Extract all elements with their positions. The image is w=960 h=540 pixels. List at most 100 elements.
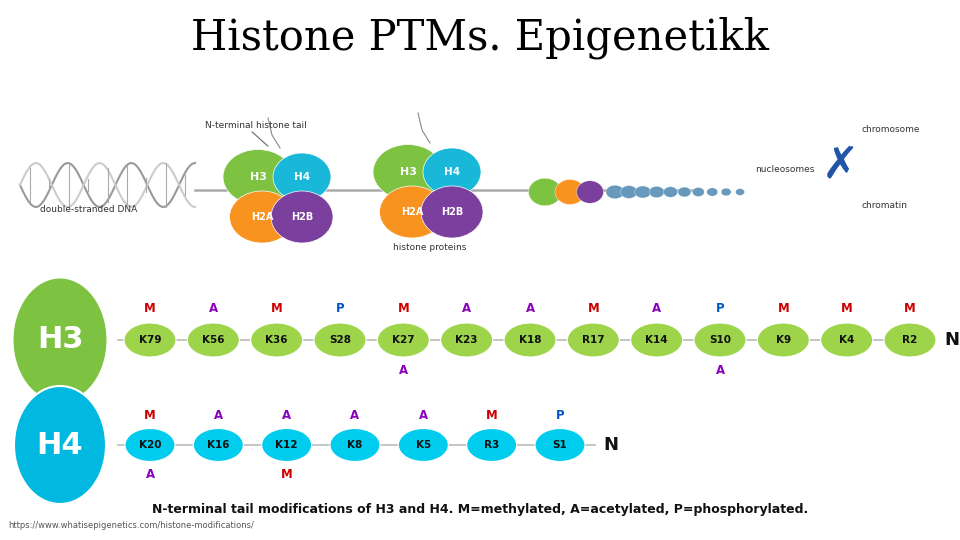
Ellipse shape (692, 187, 705, 197)
Text: A: A (208, 302, 218, 315)
Text: chromatin: chromatin (862, 200, 908, 210)
Ellipse shape (251, 323, 302, 357)
Text: K79: K79 (139, 335, 161, 345)
Text: N: N (603, 436, 618, 454)
Text: double-stranded DNA: double-stranded DNA (40, 206, 137, 214)
Text: R17: R17 (582, 335, 605, 345)
Ellipse shape (884, 323, 936, 357)
Text: A: A (145, 468, 155, 481)
Ellipse shape (273, 153, 331, 201)
Ellipse shape (620, 186, 637, 198)
Ellipse shape (631, 323, 683, 357)
Ellipse shape (262, 429, 312, 462)
Text: A: A (462, 302, 471, 315)
Ellipse shape (721, 188, 732, 195)
Text: M: M (271, 302, 282, 315)
Ellipse shape (567, 323, 619, 357)
Text: M: M (588, 302, 599, 315)
Text: K5: K5 (416, 440, 431, 450)
Text: H3: H3 (250, 172, 267, 182)
Text: M: M (486, 409, 497, 422)
Text: M: M (144, 409, 156, 422)
Ellipse shape (229, 191, 295, 243)
Text: R2: R2 (902, 335, 918, 345)
Ellipse shape (535, 429, 585, 462)
Ellipse shape (606, 185, 624, 199)
Text: N: N (944, 331, 959, 349)
Text: K14: K14 (645, 335, 668, 345)
Text: H4: H4 (294, 172, 310, 182)
Ellipse shape (421, 186, 483, 238)
Ellipse shape (125, 429, 175, 462)
Ellipse shape (379, 186, 444, 238)
Text: A: A (419, 409, 428, 422)
Text: H4: H4 (36, 430, 84, 460)
Ellipse shape (124, 323, 176, 357)
Ellipse shape (555, 179, 585, 205)
Ellipse shape (314, 323, 366, 357)
Text: H4: H4 (444, 167, 460, 177)
Text: H3: H3 (399, 167, 417, 177)
Ellipse shape (441, 323, 492, 357)
Text: H2A: H2A (251, 212, 274, 222)
Ellipse shape (694, 323, 746, 357)
Ellipse shape (223, 150, 293, 205)
Text: K56: K56 (203, 335, 225, 345)
Ellipse shape (635, 186, 651, 198)
Text: P: P (336, 302, 345, 315)
Ellipse shape (14, 386, 106, 504)
Text: N-terminal histone tail: N-terminal histone tail (205, 120, 307, 130)
Text: K4: K4 (839, 335, 854, 345)
Ellipse shape (377, 323, 429, 357)
Ellipse shape (577, 181, 604, 203)
Ellipse shape (187, 323, 239, 357)
Text: R3: R3 (484, 440, 499, 450)
Ellipse shape (757, 323, 809, 357)
Ellipse shape (678, 187, 691, 197)
Text: K18: K18 (518, 335, 541, 345)
Text: A: A (282, 409, 291, 422)
Text: M: M (778, 302, 789, 315)
Text: S10: S10 (709, 335, 731, 345)
Ellipse shape (330, 429, 380, 462)
Text: Histone PTMs. Epigenetikk: Histone PTMs. Epigenetikk (191, 17, 769, 59)
Text: H3: H3 (36, 326, 84, 354)
Text: histone proteins: histone proteins (394, 244, 467, 253)
Text: N-terminal tail modifications of H3 and H4. M=methylated, A=acetylated, P=phosph: N-terminal tail modifications of H3 and … (152, 503, 808, 516)
Text: M: M (904, 302, 916, 315)
Ellipse shape (529, 178, 562, 206)
Text: H2B: H2B (291, 212, 313, 222)
Text: K16: K16 (207, 440, 229, 450)
Ellipse shape (663, 187, 678, 197)
Text: K27: K27 (392, 335, 415, 345)
Text: https://www.whatisepigenetics.com/histone-modifications/: https://www.whatisepigenetics.com/histon… (8, 521, 253, 530)
Text: S1: S1 (553, 440, 567, 450)
Ellipse shape (467, 429, 516, 462)
Text: K23: K23 (455, 335, 478, 345)
Ellipse shape (707, 188, 718, 196)
Text: M: M (144, 302, 156, 315)
Ellipse shape (649, 186, 664, 198)
Text: K12: K12 (276, 440, 298, 450)
Text: ✗: ✗ (822, 144, 858, 186)
Text: K8: K8 (348, 440, 363, 450)
Text: K36: K36 (265, 335, 288, 345)
Ellipse shape (271, 191, 333, 243)
Text: P: P (556, 409, 564, 422)
Ellipse shape (398, 429, 448, 462)
Ellipse shape (735, 188, 745, 195)
Text: nucleosomes: nucleosomes (755, 165, 814, 174)
Text: H2A: H2A (401, 207, 423, 217)
Text: M: M (841, 302, 852, 315)
Text: A: A (398, 364, 408, 377)
Text: M: M (397, 302, 409, 315)
Ellipse shape (504, 323, 556, 357)
Text: chromosome: chromosome (862, 125, 921, 134)
Text: A: A (525, 302, 535, 315)
Text: A: A (350, 409, 360, 422)
Text: K20: K20 (139, 440, 161, 450)
Ellipse shape (12, 278, 108, 402)
Text: A: A (715, 364, 725, 377)
Text: M: M (280, 468, 293, 481)
Text: P: P (716, 302, 724, 315)
